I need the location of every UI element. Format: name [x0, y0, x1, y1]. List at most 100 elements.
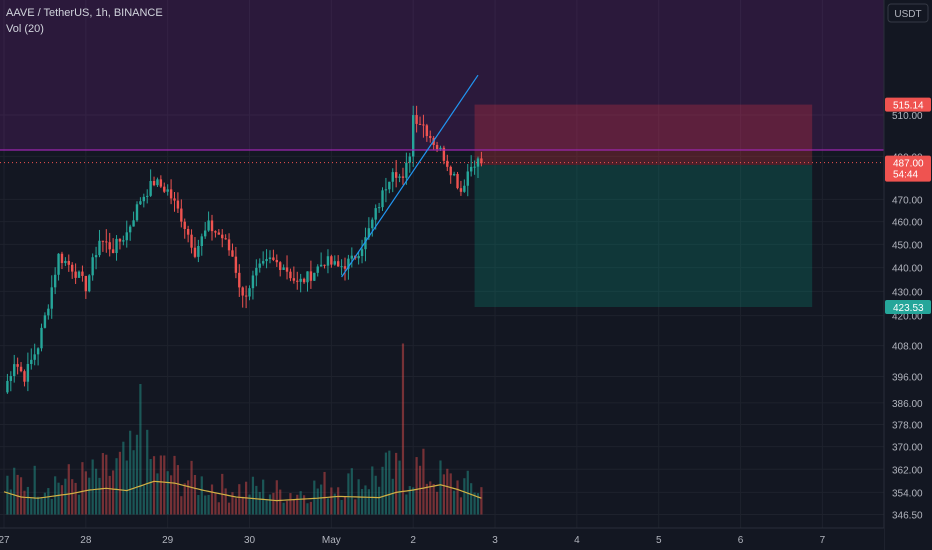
candle-body: [357, 256, 360, 259]
volume-bar: [57, 482, 60, 515]
volume-bar: [449, 473, 452, 515]
volume-bar: [81, 462, 84, 515]
target-price-badge: 515.14: [893, 101, 924, 112]
volume-bar: [13, 467, 16, 515]
volume-bar: [37, 496, 40, 515]
candle-body: [9, 376, 13, 381]
volume-bar: [234, 498, 237, 515]
candle-body: [251, 275, 255, 289]
candle-body: [159, 179, 163, 187]
volume-bar: [371, 466, 374, 515]
candle-body: [405, 162, 408, 178]
volume-bar: [9, 489, 12, 515]
volume-bar: [299, 491, 302, 515]
candle-body: [388, 181, 391, 190]
candle-body: [180, 208, 183, 222]
volume-bar: [439, 460, 442, 515]
volume-bar: [279, 489, 282, 515]
drawing-tools[interactable]: [0, 74, 884, 278]
candle-body: [371, 219, 374, 229]
candle-countdown: 54:44: [893, 170, 918, 181]
volume-bar: [23, 490, 26, 515]
candle-body: [60, 253, 64, 264]
candle-body: [463, 185, 466, 192]
position-risk-zone: [474, 104, 813, 166]
stop-price-badge: 423.53: [893, 303, 924, 314]
volume-bar: [408, 486, 411, 515]
candle-body: [203, 230, 207, 237]
candle-body: [238, 272, 241, 288]
candle-body: [234, 256, 238, 273]
volume-indicator-title[interactable]: Vol (20): [6, 23, 44, 35]
time-tick-label: 6: [738, 535, 744, 546]
volume-bar: [122, 441, 125, 515]
candle-body: [221, 234, 224, 239]
candle-body: [398, 176, 401, 178]
candle-body: [473, 166, 476, 168]
volume-bar: [340, 499, 343, 515]
candle-body: [16, 364, 19, 367]
time-tick-label: 5: [656, 535, 662, 546]
candle-body: [23, 371, 26, 382]
currency-button[interactable]: USDT: [894, 9, 921, 20]
volume-bar: [152, 456, 156, 515]
candle-body: [316, 266, 319, 273]
volume-bar: [166, 471, 169, 515]
candle-body: [384, 189, 388, 191]
price-tick-label: 450.00: [892, 240, 923, 251]
candle-body: [446, 160, 449, 167]
candle-body: [279, 262, 282, 270]
volume-bar: [395, 452, 398, 515]
volume-bar: [197, 495, 200, 515]
candle-body: [214, 231, 217, 233]
candle-body: [217, 232, 221, 235]
candle-body: [469, 166, 473, 172]
volume-bar: [302, 495, 306, 515]
candle-body: [176, 200, 180, 209]
currency-button-frame: [887, 3, 929, 23]
candle-body: [163, 186, 166, 192]
volume-bar: [333, 493, 336, 515]
candle-body: [282, 267, 285, 270]
candle-body: [146, 195, 149, 197]
price-tick-label: 430.00: [892, 287, 923, 298]
volume-bar: [163, 455, 166, 515]
candle-body: [412, 115, 415, 157]
volume-bar: [112, 470, 115, 515]
candle-body: [306, 271, 309, 283]
volume-bar: [139, 383, 142, 515]
volume-bar: [360, 489, 364, 515]
candle-body: [480, 158, 483, 164]
volume-bar: [367, 489, 370, 515]
candle-body: [323, 264, 326, 266]
grid-lines: [0, 0, 884, 528]
trendline-drawing: [341, 74, 479, 278]
candle-body: [57, 253, 60, 275]
candle-body: [381, 190, 384, 208]
candle-body: [476, 158, 480, 167]
volume-bar: [476, 493, 480, 515]
candle-body: [33, 354, 36, 360]
volume-bar: [217, 502, 220, 515]
candle-body: [36, 348, 40, 355]
volume-bar: [98, 477, 101, 515]
volume-bar: [459, 497, 463, 515]
symbol-title[interactable]: AAVE / TetherUS, 1h, BINANCE: [6, 7, 163, 19]
price-axis[interactable]: USDT 346.50 354.00 362.00 370.00 378.00 386.0…: [883, 0, 932, 550]
time-tick-label: 28: [80, 535, 92, 546]
volume-bar: [180, 496, 183, 515]
candle-body: [408, 156, 411, 163]
volume-bar: [343, 496, 347, 515]
volume-bar: [309, 501, 312, 515]
volume-bar: [323, 471, 326, 515]
candle-body: [197, 245, 200, 257]
time-axis[interactable]: 27 28 29 30 May 2 3 4 5 6 7: [0, 527, 884, 550]
candle-body: [88, 275, 91, 292]
time-tick-label: 30: [244, 535, 256, 546]
candle-body: [285, 267, 289, 272]
volume-bar: [405, 494, 408, 515]
volume-bar: [156, 473, 159, 515]
price-tick-label: 440.00: [892, 264, 923, 275]
